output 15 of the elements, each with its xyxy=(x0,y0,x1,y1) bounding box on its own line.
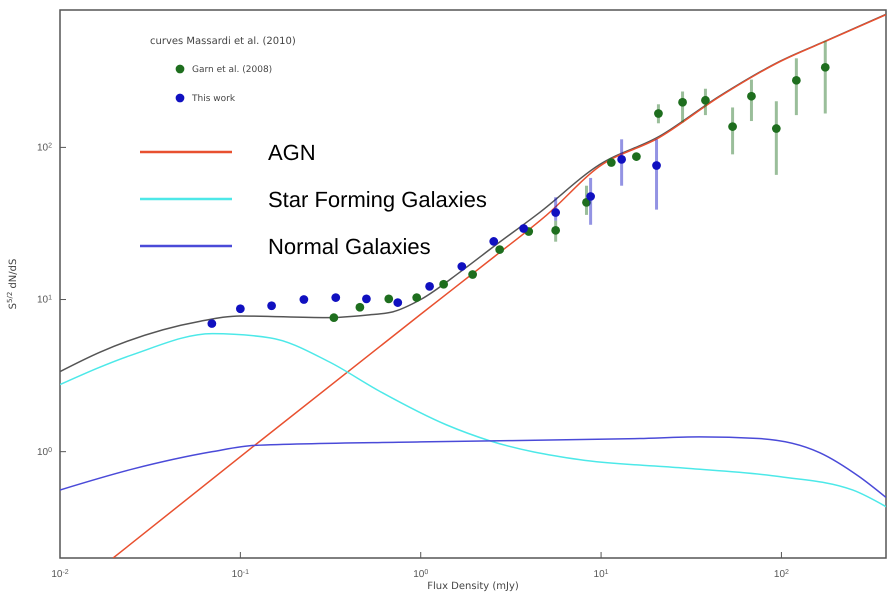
x-tick-label: 10$^{1}$ xyxy=(594,568,609,580)
legend-label: Star Forming Galaxies xyxy=(268,187,487,212)
y-tick-label: 10$^{2}$ xyxy=(36,142,52,154)
x-tick-label: 10$^{2}$ xyxy=(774,568,790,580)
y-tick-label: 10$^{0}$ xyxy=(36,446,52,458)
legend-title: curves Massardi et al. (2010) xyxy=(150,36,296,47)
x-tick-label: 10$^{-2}$ xyxy=(51,568,69,580)
x-tick-label: 10$^{0}$ xyxy=(413,568,428,580)
x-tick-label: 10$^{-1}$ xyxy=(232,568,250,580)
x-axis-title: Flux Density (mJy) xyxy=(427,581,519,592)
legend-label: AGN xyxy=(268,140,316,165)
legend-label: Normal Galaxies xyxy=(268,234,431,259)
y-tick-label: 10$^{1}$ xyxy=(36,294,52,306)
legend-label: Garn et al. (2008) xyxy=(192,65,272,75)
legend-label: This work xyxy=(191,94,236,104)
